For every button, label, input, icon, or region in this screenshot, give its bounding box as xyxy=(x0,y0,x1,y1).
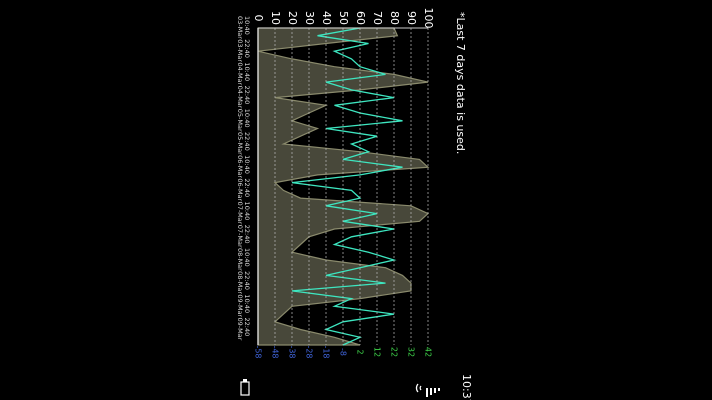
x-tick-label: 04-Mar xyxy=(236,62,244,85)
status-time: 10:37 xyxy=(460,374,473,400)
x-tick-label: 22:40 xyxy=(243,225,251,244)
y2-tick-label: 2 xyxy=(356,349,365,354)
y2-tick-label: 42 xyxy=(424,347,433,357)
x-tick-label: 09-Mar xyxy=(236,318,244,341)
x-tick-label: 10:40 xyxy=(243,16,251,35)
x-tick-label: 10:40 xyxy=(243,248,251,267)
y2-tick-label: 32 xyxy=(407,347,416,357)
note: *Last 7 days data is used. xyxy=(454,12,467,154)
area xyxy=(257,27,430,346)
x-tick-label: 10:40 xyxy=(243,109,251,128)
y-tick-label: 60 xyxy=(354,11,367,25)
signal-icon xyxy=(415,383,440,397)
x-tick-label: 22:40 xyxy=(243,86,251,105)
x-tick-label: 03-Mar xyxy=(236,16,244,39)
x-tick-label: 22:40 xyxy=(243,132,251,151)
x-tick-label: 22:40 xyxy=(243,318,251,337)
x-tick-label: 10:40 xyxy=(243,202,251,221)
y-tick-label: 70 xyxy=(371,11,384,25)
battery-icon xyxy=(240,379,250,396)
y2-tick-label: -8 xyxy=(339,348,348,356)
y2-tick-label: -38 xyxy=(288,345,297,358)
y2-tick-label: -58 xyxy=(254,345,263,358)
x-tick-label: 03-Mar xyxy=(236,39,244,62)
x-tick-label: 09-Mar xyxy=(236,294,244,317)
x-tick-label: 04-Mar xyxy=(236,86,244,109)
x-tick-label: 08-Mar xyxy=(236,271,244,294)
chart: 0 10 20 30 40 50 60 70 80 90 100 -58 -48 -38 -28 -18 -8 2… xyxy=(236,8,435,359)
x-tick-label: 06-Mar xyxy=(236,155,244,178)
y-tick-label: 30 xyxy=(303,11,316,25)
y2-tick-label: -28 xyxy=(305,345,314,358)
x-tick-label: 22:40 xyxy=(243,178,251,197)
y2-tick-label: -18 xyxy=(322,345,331,358)
x-tick-label: 10:40 xyxy=(243,62,251,81)
y-tick-label: 90 xyxy=(405,11,418,25)
y-tick-label: 100 xyxy=(422,8,435,29)
y2-tick-label: 22 xyxy=(390,347,399,357)
x-tick-label: 07-Mar xyxy=(236,225,244,248)
x-tick-label: 06-Mar xyxy=(236,178,244,201)
y2-tick-label: -48 xyxy=(271,345,280,358)
y-tick-label: 20 xyxy=(286,11,299,25)
y-tick-label: 80 xyxy=(388,11,401,25)
x-tick-label: 05-Mar xyxy=(236,132,244,155)
y-tick-label: 0 xyxy=(252,15,265,22)
x-tick-label: 10:40 xyxy=(243,155,251,174)
x-tick-label: 22:40 xyxy=(243,39,251,58)
x-tick-label: 22:40 xyxy=(243,271,251,290)
y2-tick-label: 12 xyxy=(373,347,382,357)
x-tick-label: 07-Mar xyxy=(236,202,244,225)
y-tick-label: 10 xyxy=(269,11,282,25)
x-tick-label: 05-Mar xyxy=(236,109,244,132)
y-tick-label: 50 xyxy=(337,11,350,25)
line xyxy=(291,27,403,346)
x-tick-label: 10:40 xyxy=(243,294,251,313)
y-tick-label: 40 xyxy=(320,11,333,25)
x-tick-label: 08-Mar xyxy=(236,248,244,271)
